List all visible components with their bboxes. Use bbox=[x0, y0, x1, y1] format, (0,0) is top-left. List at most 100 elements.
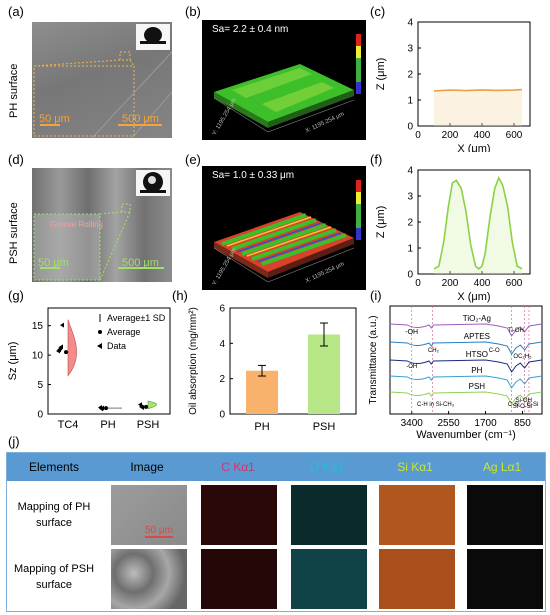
map-c-ph bbox=[201, 485, 277, 545]
bar-ph bbox=[246, 370, 278, 414]
peak-annotation: Si-OH bbox=[516, 398, 532, 404]
roughness-sa-psh: Sa= 1.0 ± 0.33 μm bbox=[212, 170, 295, 181]
data-point bbox=[98, 405, 102, 411]
row-label-ph-mapping: Mapping of PH surface bbox=[17, 501, 91, 529]
map-o-ph bbox=[291, 485, 367, 545]
panel-label-a: (a) bbox=[8, 4, 24, 19]
y-tick-label: 15 bbox=[32, 321, 44, 332]
droplet-inset-ph bbox=[136, 24, 170, 50]
violin-tc4 bbox=[67, 319, 77, 377]
series-label: PSH bbox=[469, 382, 486, 391]
peak-annotation: CH₂ bbox=[428, 348, 440, 354]
peak-annotation: -OH bbox=[406, 364, 417, 370]
roughness-sa-ph: Sa= 2.2 ± 0.4 nm bbox=[212, 24, 289, 35]
bar-psh bbox=[308, 334, 340, 414]
spectrum-0 bbox=[389, 323, 543, 337]
plot-frame bbox=[47, 307, 171, 415]
profile-chart-ph: 0 200 400 600 0 1 2 3 4 X (μm) Z (μm) bbox=[375, 18, 531, 152]
violin-psh bbox=[147, 400, 157, 410]
spectrum-2 bbox=[389, 359, 543, 373]
map-c-psh bbox=[201, 549, 277, 609]
header-c: C Kα1 bbox=[221, 460, 255, 474]
y-tick-label: 3 bbox=[407, 44, 413, 55]
y-tick-label: 1 bbox=[407, 244, 413, 255]
row-label-psh: PSH surface bbox=[8, 202, 20, 264]
y-axis-label: Z (μm) bbox=[375, 58, 387, 91]
x-category-label: PSH bbox=[137, 419, 160, 431]
x-tick-label: 850 bbox=[514, 418, 531, 429]
scale-bar-large-psh: 500 μm bbox=[122, 257, 159, 269]
x-tick-label: 200 bbox=[442, 278, 459, 289]
map-si-psh bbox=[379, 549, 455, 609]
data-point bbox=[56, 348, 60, 354]
scale-bar-small-ph: 50 μm bbox=[39, 113, 70, 125]
profile-line bbox=[433, 175, 523, 270]
profile-fill bbox=[434, 89, 522, 126]
x-tick-label: 3400 bbox=[401, 418, 424, 429]
map-image-psh bbox=[111, 549, 187, 609]
x-tick-label: 600 bbox=[506, 278, 523, 289]
annotation-groove-rolling: Groove Rolling bbox=[50, 220, 103, 229]
x-category-label: PH bbox=[100, 419, 115, 431]
panel-label-f: (f) bbox=[370, 152, 383, 167]
x-tick-label: 400 bbox=[474, 278, 491, 289]
x-category-label: PSH bbox=[313, 421, 336, 433]
x-tick-label: 2550 bbox=[438, 418, 461, 429]
header-si: Si Kα1 bbox=[397, 460, 433, 474]
profile-fill bbox=[434, 177, 522, 274]
series-label: PH bbox=[471, 366, 482, 375]
y-axis-label: Transmittance (a.u.) bbox=[368, 315, 379, 404]
peak-annotation: C-H in Si-CH₃ bbox=[417, 402, 455, 408]
legend-data: Data bbox=[107, 341, 126, 351]
peak-annotation: C-O bbox=[489, 348, 500, 354]
topography-3d-psh: Sa= 1.0 ± 0.33 μm Y: 1195.254 μm X: 1195… bbox=[202, 166, 366, 290]
header-o: O Kα1 bbox=[309, 460, 345, 474]
y-tick-label: 2 bbox=[407, 218, 413, 229]
map-si-ph bbox=[379, 485, 455, 545]
y-tick-label: 1 bbox=[407, 96, 413, 107]
map-o-psh bbox=[291, 549, 367, 609]
legend-sd: Average±1 SD bbox=[107, 313, 166, 323]
average-point bbox=[144, 404, 148, 409]
y-tick-label: 4 bbox=[219, 339, 225, 350]
y-tick-label: 4 bbox=[407, 18, 413, 29]
scale-bar-large-ph: 500 μm bbox=[122, 113, 159, 125]
x-axis-label: X (μm) bbox=[457, 143, 490, 152]
y-tick-label: 4 bbox=[407, 166, 413, 177]
panel-label-g: (g) bbox=[8, 288, 24, 303]
legend-avg: Average bbox=[107, 327, 140, 337]
x-category-label: TC4 bbox=[58, 419, 79, 431]
data-point bbox=[60, 322, 64, 328]
x-tick-label: 1700 bbox=[474, 418, 497, 429]
header-elements: Elements bbox=[28, 460, 80, 474]
y-axis-label: Z (μm) bbox=[375, 206, 387, 239]
y-tick-label: 6 bbox=[219, 304, 225, 315]
y-axis-label: Sz (μm) bbox=[7, 342, 19, 381]
y-tick-label: 0 bbox=[407, 122, 413, 133]
scale-bar-small-psh: 50 μm bbox=[38, 257, 69, 269]
peak-annotation: C-Si bbox=[527, 402, 539, 408]
peak-annotation: -OH bbox=[405, 329, 418, 336]
legend-avg-symbol bbox=[98, 330, 102, 334]
table-header: Elements Image C Kα1 O Kα1 Si Kα1 Ag Lα1 bbox=[7, 453, 545, 481]
panel-label-b: (b) bbox=[185, 4, 201, 19]
panel-label-i: (i) bbox=[370, 288, 382, 303]
average-point bbox=[104, 406, 108, 411]
x-category-label: PH bbox=[254, 421, 269, 433]
x-tick-label: 200 bbox=[442, 130, 459, 141]
series-label: TiO₂-Ag bbox=[463, 314, 491, 323]
y-tick-label: 10 bbox=[32, 351, 44, 362]
x-axis-label: Wavenumber (cm⁻¹) bbox=[416, 429, 516, 441]
y-tick-label: 2 bbox=[407, 70, 413, 81]
map-image-ph: 50 μm bbox=[111, 485, 187, 545]
topography-3d-ph: Sa= 2.2 ± 0.4 nm Y: 1195.254 μm X: 1195.… bbox=[202, 20, 366, 140]
panel-label-j: (j) bbox=[8, 434, 20, 449]
y-tick-label: 2 bbox=[219, 374, 225, 385]
row-label-psh-mapping: Mapping of PSH surface bbox=[13, 563, 95, 591]
x-tick-label: 400 bbox=[474, 130, 491, 141]
panel-label-d: (d) bbox=[8, 152, 24, 167]
sem-image-psh: Groove Rolling 50 μm 500 μm bbox=[32, 168, 172, 282]
peak-annotation: Si-O-Si bbox=[513, 404, 532, 410]
sz-chart: 0 5 10 15 TC4 PH PSH Sz (μm) Average±1 SD Average… bbox=[7, 307, 171, 431]
